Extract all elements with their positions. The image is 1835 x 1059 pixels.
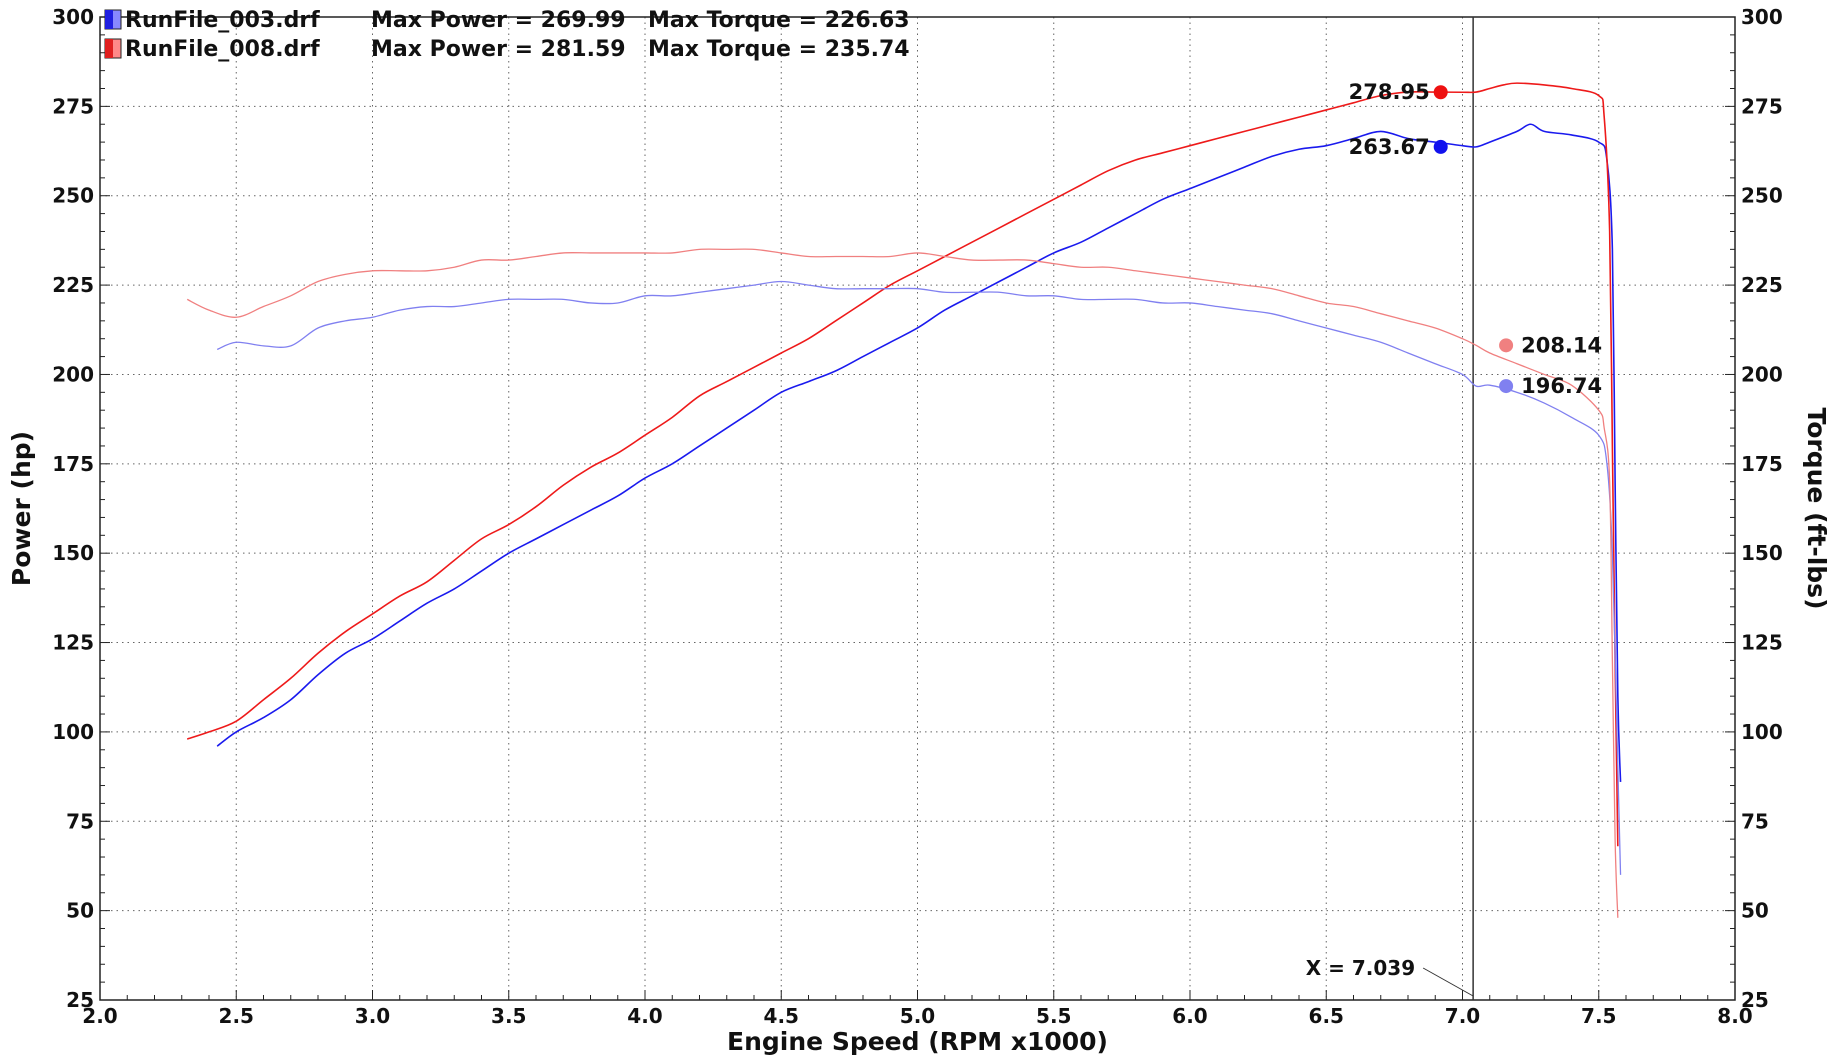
y-tick-label-right-250: 250 (1741, 184, 1783, 208)
y-axis-title-left: Power (hp) (7, 431, 36, 586)
x-tick-label-7-0: 7.0 (1445, 1004, 1480, 1028)
y-tick-label-left-25: 25 (66, 988, 94, 1012)
tick-marks (99, 16, 1736, 1001)
y-tick-label-left-50: 50 (66, 899, 94, 923)
legend-swatch-run-003-light (105, 10, 113, 29)
x-tick-label-5-0: 5.0 (900, 1004, 935, 1028)
y-tick-labels-right: 25 50 75 100 125 150 175 200 225 250 275 300 (1741, 5, 1783, 1012)
marker-label-263-67: 263.67 (1349, 135, 1430, 159)
y-tick-label-left-175: 175 (52, 452, 94, 476)
marker-dot-196-74 (1499, 379, 1514, 394)
x-tick-label-3-0: 3.0 (355, 1004, 390, 1028)
marker-dot-263-67 (1433, 139, 1448, 154)
y-tick-label-left-275: 275 (52, 94, 94, 118)
y-tick-label-right-125: 125 (1741, 631, 1783, 655)
x-tick-label-2-0: 2.0 (82, 1004, 117, 1028)
y-tick-label-right-300: 300 (1741, 5, 1783, 29)
y-tick-label-left-75: 75 (66, 809, 94, 833)
legend-entry-run-003[interactable]: RunFile_003.drf Max Power = 269.99 Max T… (104, 8, 910, 33)
legend-entry-run-008[interactable]: RunFile_008.drf Max Power = 281.59 Max T… (104, 37, 910, 62)
y-tick-label-left-100: 100 (52, 720, 94, 744)
x-axis-title: Engine Speed (RPM x1000) (727, 1027, 1108, 1056)
x-tick-labels: 2.0 2.5 3.0 3.5 4.0 4.5 5.0 5.5 6.0 6.5 7.0 7.5 8.0 (82, 1004, 1752, 1028)
x-tick-label-6-5: 6.5 (1309, 1004, 1344, 1028)
y-tick-label-right-225: 225 (1741, 273, 1783, 297)
legend-max-power-run-003: Max Power = 269.99 (371, 8, 626, 33)
y-tick-labels-left: 25 50 75 100 125 150 175 200 225 250 275 300 (52, 5, 94, 1012)
marker-label-278-95: 278.95 (1349, 80, 1430, 104)
legend-file-run-003: RunFile_003.drf (125, 8, 320, 33)
y-tick-label-right-275: 275 (1741, 94, 1783, 118)
x-tick-label-5-5: 5.5 (1036, 1004, 1071, 1028)
legend-max-torque-run-008: Max Torque = 235.74 (648, 37, 910, 62)
y-tick-label-left-300: 300 (52, 5, 94, 29)
x-tick-label-8-0: 8.0 (1717, 1004, 1752, 1028)
y-tick-label-right-150: 150 (1741, 541, 1783, 565)
legend-max-power-run-008: Max Power = 281.59 (371, 37, 626, 62)
cursor[interactable]: X = 7.039 (1306, 17, 1474, 1000)
marker-dot-278-95 (1433, 85, 1448, 100)
cursor-value-markers: 278.95 263.67 208.14 196.74 (1349, 80, 1602, 398)
y-tick-label-right-175: 175 (1741, 452, 1783, 476)
plot-area-frame (99, 16, 1736, 1001)
y-tick-label-right-200: 200 (1741, 362, 1783, 386)
marker-label-208-14: 208.14 (1521, 333, 1602, 357)
series-runfile-008-drf-torque (186, 248, 1619, 918)
legend-swatch-run-008-light (105, 39, 113, 58)
y-tick-label-right-75: 75 (1741, 809, 1769, 833)
y-tick-label-right-25: 25 (1741, 988, 1769, 1012)
series-runfile-003-drf-torque (216, 280, 1622, 875)
x-tick-label-7-5: 7.5 (1581, 1004, 1616, 1028)
series-runfile-008-drf-power (186, 82, 1619, 847)
legend-file-run-008: RunFile_008.drf (125, 37, 320, 62)
x-tick-label-4-0: 4.0 (627, 1004, 662, 1028)
series-runfile-003-drf-power (216, 123, 1622, 782)
y-tick-label-left-125: 125 (52, 631, 94, 655)
marker-dot-208-14 (1499, 338, 1514, 353)
cursor-label-leader (1422, 967, 1474, 997)
y-axis-title-right: Torque (ft-lbs) (1802, 408, 1831, 610)
y-tick-label-right-100: 100 (1741, 720, 1783, 744)
x-tick-label-3-5: 3.5 (491, 1004, 526, 1028)
y-tick-label-right-50: 50 (1741, 899, 1769, 923)
y-tick-label-left-225: 225 (52, 273, 94, 297)
y-tick-label-left-250: 250 (52, 184, 94, 208)
x-tick-label-4-5: 4.5 (764, 1004, 799, 1028)
y-tick-label-left-150: 150 (52, 541, 94, 565)
x-tick-label-2-5: 2.5 (219, 1004, 254, 1028)
cursor-label: X = 7.039 (1306, 956, 1415, 980)
marker-label-196-74: 196.74 (1521, 374, 1602, 398)
legend-max-torque-run-003: Max Torque = 226.63 (648, 8, 910, 33)
x-tick-label-6-0: 6.0 (1172, 1004, 1207, 1028)
legend[interactable]: RunFile_003.drf Max Power = 269.99 Max T… (104, 8, 910, 62)
series-lines (186, 82, 1622, 918)
y-tick-label-left-200: 200 (52, 362, 94, 386)
